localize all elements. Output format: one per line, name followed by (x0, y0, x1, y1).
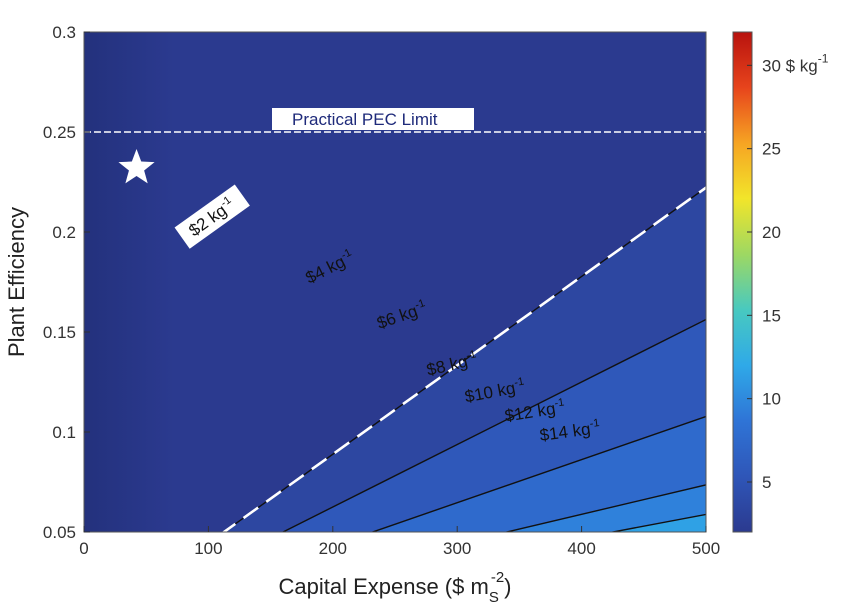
contour-label-sup: -1 (465, 348, 477, 362)
contour-label-sup: -1 (554, 396, 566, 409)
x-tick-label: 0 (79, 539, 88, 558)
contour-line-6 (370, 415, 706, 532)
y-tick-label: 0.15 (43, 323, 76, 342)
colorbar-tick-label: 10 (762, 390, 781, 409)
colorbar-top-label: 30 $ kg-1 (762, 51, 829, 75)
x-axis-label: Capital Expense ($ mS -2) (278, 569, 511, 606)
colorbar-tick-label: 20 (762, 223, 781, 242)
y-tick-label: 0.05 (43, 523, 76, 542)
colorbar-tick-label: 25 (762, 140, 781, 159)
contour-line-2-dashed (221, 186, 706, 532)
contour-label-sup: -1 (513, 376, 525, 390)
contour-line-4 (281, 318, 706, 532)
x-axis-label-part-1: S (489, 589, 499, 606)
contour-lines (221, 186, 706, 532)
x-tick-label: 300 (443, 539, 471, 558)
x-axis-label-part-3: ) (504, 574, 511, 599)
contour-label-2-box (174, 184, 250, 249)
colorbar-tick-label: 15 (762, 306, 781, 325)
y-tick-label: 0.2 (52, 223, 76, 242)
x-tick-label: 100 (194, 539, 222, 558)
y-axis-label: Plant Efficiency (4, 207, 29, 357)
pec-limit-label: Practical PEC Limit (292, 110, 438, 129)
y-tick-label: 0.25 (43, 123, 76, 142)
colorbar-tick-label: 5 (762, 473, 771, 492)
contour-label-sup: -1 (339, 247, 353, 262)
contour-label-sup: -1 (413, 297, 426, 312)
contour-label-2: $2 kg-1 (174, 184, 250, 249)
y-tick-label: 0.3 (52, 23, 76, 42)
y-tick-label: 0.1 (52, 423, 76, 442)
x-tick-label: 500 (692, 539, 720, 558)
pec-limit-label-box (272, 108, 474, 130)
left-shade (84, 32, 174, 532)
colorbar (732, 31, 753, 533)
plot-frame (83, 31, 707, 533)
contour-label-sup: -1 (589, 417, 600, 430)
x-axis-label-part-0: Capital Expense ($ m (278, 574, 488, 599)
x-tick-label: 400 (567, 539, 595, 558)
colorbar-top-label-part: -1 (818, 51, 829, 65)
x-tick-label: 200 (319, 539, 347, 558)
x-axis-label-part-2: -2 (491, 569, 504, 586)
star-marker (118, 149, 155, 184)
colorbar-top-label-part: 30 $ kg (762, 56, 818, 75)
